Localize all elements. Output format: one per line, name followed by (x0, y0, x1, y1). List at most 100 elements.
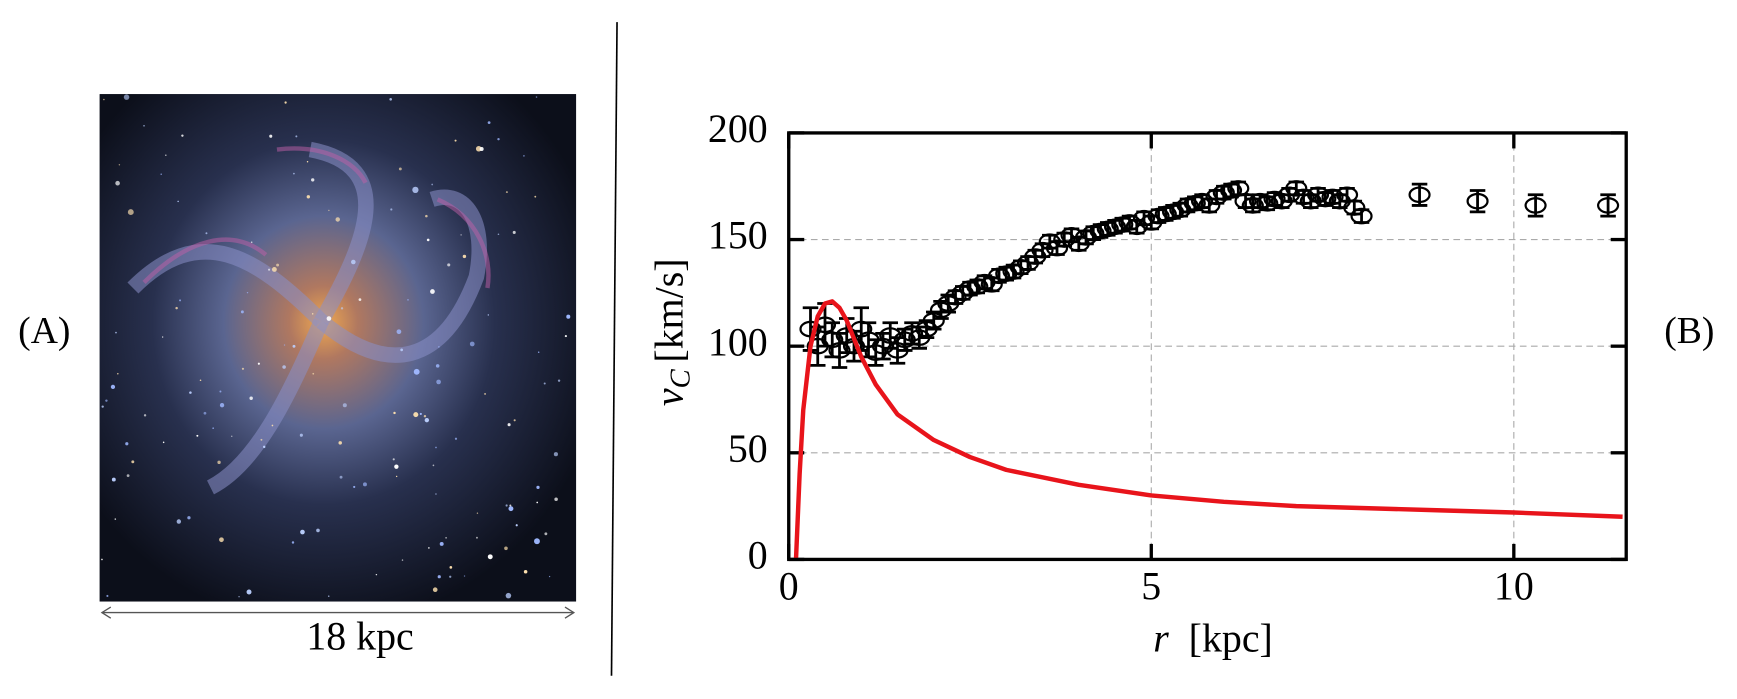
data-point (879, 327, 902, 344)
star (111, 477, 116, 482)
star (306, 161, 309, 163)
y-tick-label: 200 (708, 106, 768, 151)
star (240, 310, 244, 314)
x-label-symbol: r (1153, 616, 1169, 661)
star (505, 191, 508, 194)
star (125, 442, 129, 446)
data-point (1524, 197, 1547, 214)
star (413, 412, 419, 418)
error-bar (1353, 208, 1370, 224)
star (557, 379, 561, 382)
star (463, 575, 466, 577)
star (299, 433, 303, 437)
star (217, 460, 221, 465)
star (413, 368, 420, 375)
star (390, 208, 393, 211)
star (534, 195, 537, 198)
star (393, 411, 396, 415)
x-tick-label: 5 (1141, 564, 1161, 609)
star (513, 419, 516, 422)
panel-label: (B) (1664, 310, 1714, 352)
star (187, 516, 191, 520)
star (114, 518, 117, 520)
star (196, 434, 199, 437)
star (564, 335, 567, 338)
star (358, 298, 362, 302)
data-point (1343, 199, 1366, 216)
star (311, 178, 315, 182)
star (189, 391, 192, 394)
star (127, 209, 134, 216)
star (389, 97, 392, 101)
data-point (1285, 180, 1308, 197)
star (423, 414, 427, 418)
star (257, 362, 260, 365)
star (118, 164, 121, 166)
star (487, 554, 493, 560)
star (479, 147, 484, 151)
star (179, 299, 182, 302)
star (340, 307, 344, 310)
star (435, 446, 437, 449)
star (419, 412, 422, 416)
data-point (1597, 197, 1620, 214)
data-point (1190, 192, 1214, 210)
star (497, 137, 500, 141)
star (126, 474, 130, 478)
star (161, 336, 164, 338)
star (497, 233, 500, 236)
star (260, 438, 263, 441)
data-point (944, 288, 967, 306)
star (505, 504, 508, 507)
star (238, 596, 240, 598)
star (435, 493, 437, 495)
star (162, 441, 165, 444)
star (165, 154, 167, 156)
plot: 0 50 100 150 200 0 5 10 (708, 106, 1628, 609)
y-tick-label: 50 (728, 426, 768, 471)
data-point (1125, 218, 1148, 236)
star (428, 547, 430, 549)
star (462, 254, 467, 259)
y-tick-label: 150 (708, 213, 768, 258)
star (219, 390, 222, 393)
star (375, 573, 378, 576)
star (105, 399, 108, 402)
data-point (980, 276, 1003, 293)
x-tick-label: 0 (779, 564, 799, 609)
star (351, 259, 356, 265)
data-point (1031, 241, 1054, 259)
data-point (922, 312, 945, 329)
star (326, 316, 332, 321)
star (219, 537, 224, 543)
star-forming-regions (142, 146, 491, 289)
star (231, 435, 233, 437)
star (430, 289, 435, 294)
x-label-unit: [kpc] (1189, 616, 1273, 661)
star (523, 569, 528, 574)
star (454, 437, 458, 440)
star (512, 230, 516, 234)
y-label-symbol: v (647, 388, 692, 406)
star (535, 96, 538, 98)
star (400, 348, 403, 352)
star (143, 124, 145, 127)
star (476, 536, 478, 539)
star (181, 134, 184, 137)
data-point (1306, 186, 1330, 204)
scale-label: 18 kpc (306, 613, 413, 658)
star (536, 485, 540, 490)
star (328, 209, 330, 212)
star (487, 314, 490, 316)
y-tick-label: 100 (708, 319, 768, 364)
data-point (1060, 226, 1083, 244)
star (300, 529, 305, 535)
star (362, 482, 367, 487)
star (412, 186, 419, 194)
star (292, 344, 296, 348)
star (269, 134, 273, 138)
divider (610, 22, 618, 676)
star (283, 344, 286, 346)
arrow-heads (100, 606, 576, 619)
